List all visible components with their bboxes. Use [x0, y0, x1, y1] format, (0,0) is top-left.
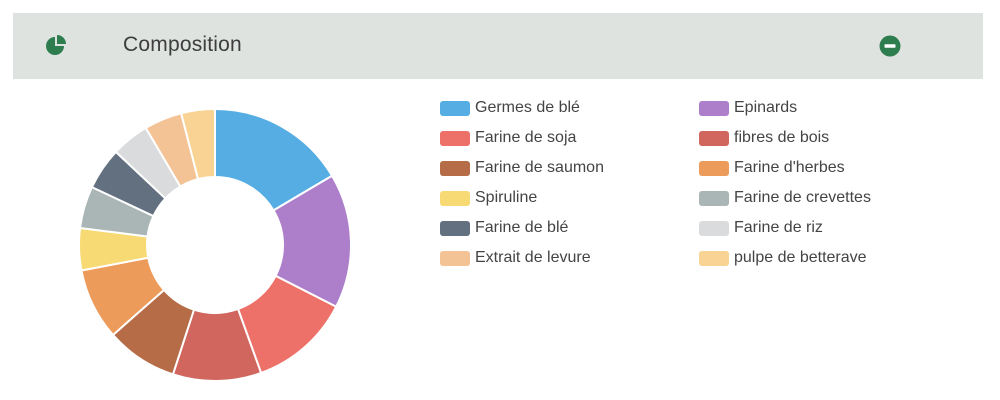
legend-label: Extrait de levure [475, 249, 591, 266]
legend-label: Farine de saumon [475, 159, 604, 176]
donut-chart [78, 107, 352, 382]
legend-swatch [440, 220, 470, 236]
pie-chart-icon [46, 35, 66, 55]
legend-label: Farine de crevettes [734, 189, 871, 206]
legend-item[interactable]: Farine de crevettes [699, 186, 871, 210]
legend-swatch [440, 100, 470, 116]
legend-item[interactable]: Extrait de levure [440, 246, 591, 270]
legend-label: fibres de bois [734, 129, 830, 146]
pie-slice-11[interactable] [179, 107, 216, 181]
legend-label: Epinards [734, 99, 798, 116]
legend-swatch [699, 250, 729, 266]
chart-legend: Germes de blé Epinards Farine de soja fibre… [440, 96, 980, 276]
legend-swatch [699, 220, 729, 236]
legend-label: Germes de blé [475, 99, 580, 116]
pie-slice-1[interactable] [272, 174, 352, 309]
legend-swatch [440, 250, 470, 266]
legend-item[interactable]: Spiruline [440, 186, 537, 210]
legend-item[interactable]: fibres de bois [699, 126, 829, 150]
legend-label: Spiruline [475, 189, 538, 206]
legend-item[interactable]: Farine d'herbes [699, 156, 845, 180]
legend-label: Farine de soja [475, 129, 577, 146]
legend-item[interactable]: Farine de soja [440, 126, 576, 150]
legend-swatch [440, 190, 470, 206]
legend-swatch [699, 160, 729, 176]
legend-swatch [440, 130, 470, 146]
legend-item[interactable]: Farine de blé [440, 216, 568, 240]
legend-swatch [699, 190, 729, 206]
legend-item[interactable]: pulpe de betterave [699, 246, 867, 270]
legend-label: Farine de riz [734, 219, 823, 236]
legend-swatch [440, 160, 470, 176]
panel-header: Composition [13, 13, 983, 79]
legend-label: Farine d'herbes [734, 159, 845, 176]
legend-swatch [699, 130, 729, 146]
collapse-button[interactable] [879, 35, 901, 57]
legend-label: pulpe de betterave [734, 249, 867, 266]
legend-item[interactable]: Germes de blé [440, 96, 580, 120]
legend-item[interactable]: Farine de saumon [440, 156, 604, 180]
panel-title: Composition [123, 33, 242, 56]
legend-swatch [699, 100, 729, 116]
legend-item[interactable]: Farine de riz [699, 216, 823, 240]
legend-item[interactable]: Epinards [699, 96, 797, 120]
legend-label: Farine de blé [475, 219, 569, 236]
